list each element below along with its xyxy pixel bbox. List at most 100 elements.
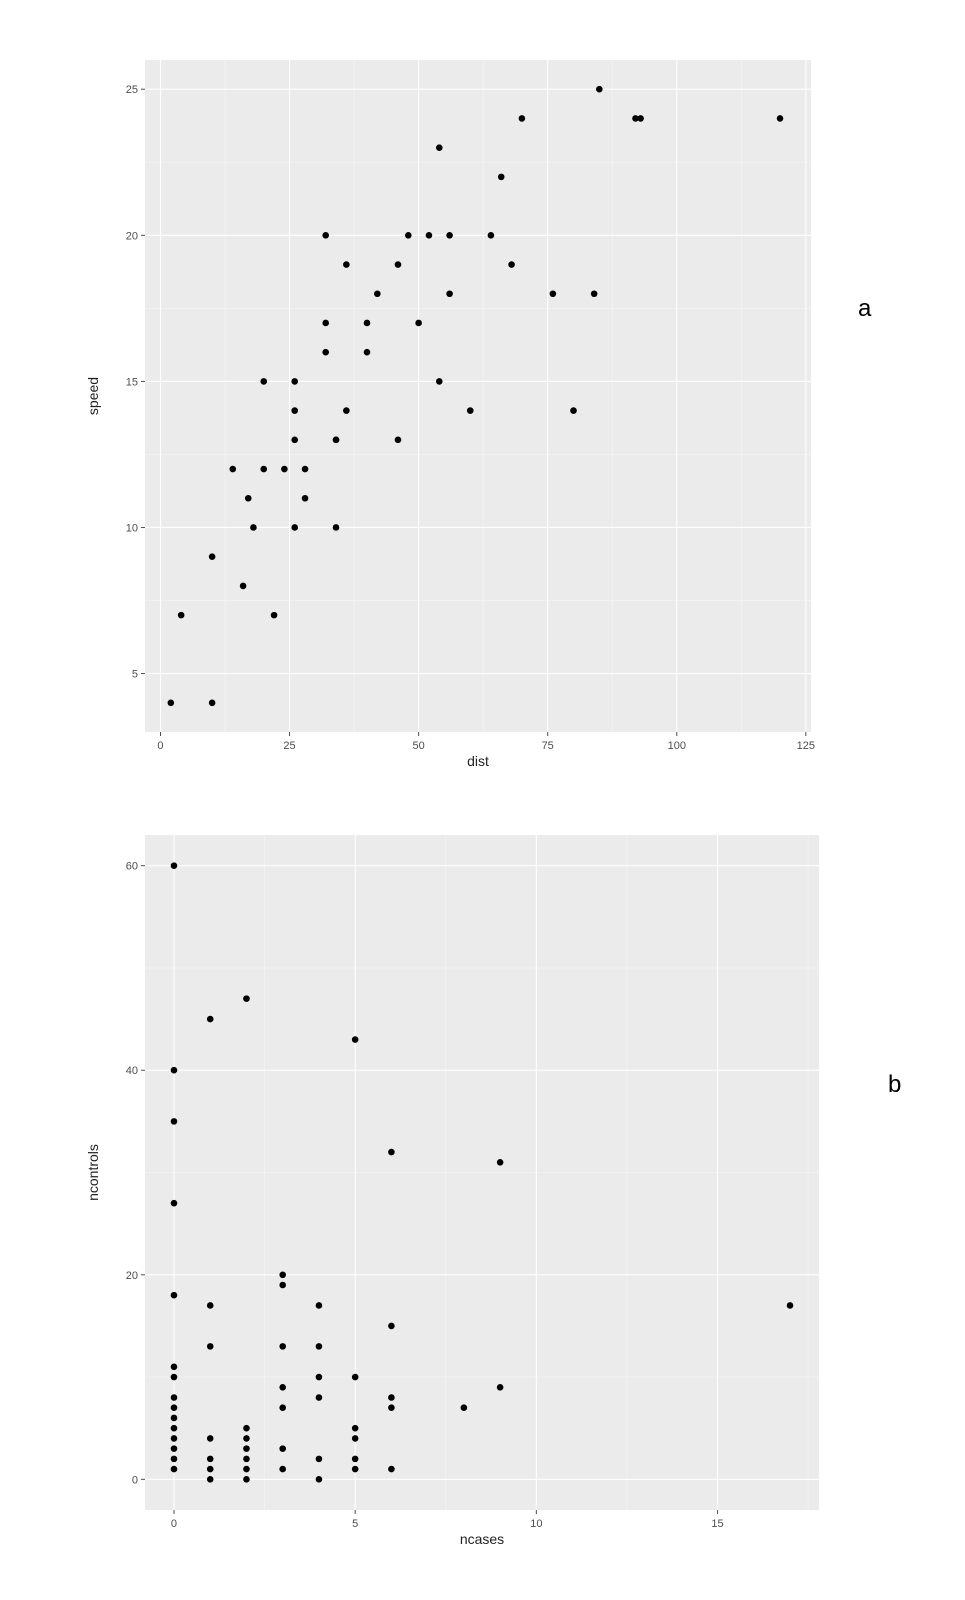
data-point xyxy=(170,1435,178,1442)
data-point xyxy=(786,1302,794,1309)
data-point xyxy=(394,436,402,444)
data-point xyxy=(315,1476,323,1483)
data-point xyxy=(388,1404,395,1412)
data-point xyxy=(351,1435,359,1442)
data-point xyxy=(394,261,402,268)
data-point xyxy=(315,1455,323,1463)
data-point xyxy=(170,1455,178,1463)
data-point xyxy=(315,1373,323,1381)
data-point xyxy=(206,1343,214,1350)
data-point xyxy=(291,524,299,531)
x-tick-label: 0 xyxy=(157,740,163,752)
data-point xyxy=(301,465,309,473)
data-point xyxy=(243,1455,250,1463)
data-point xyxy=(206,1465,214,1473)
x-axis-title: dist xyxy=(467,753,489,769)
data-point xyxy=(351,1424,359,1432)
data-point xyxy=(322,232,329,239)
data-point xyxy=(229,465,237,473)
data-point xyxy=(301,494,309,502)
data-point xyxy=(243,1424,250,1432)
data-point xyxy=(170,1066,178,1074)
data-point xyxy=(208,553,216,560)
data-point xyxy=(632,115,639,122)
data-point xyxy=(291,436,299,444)
data-point xyxy=(351,1465,359,1473)
y-tick-label: 20 xyxy=(126,230,138,242)
data-point xyxy=(279,1445,286,1452)
data-point xyxy=(496,1158,504,1166)
data-point xyxy=(170,1373,178,1381)
panel-letter-label: a xyxy=(858,295,872,322)
y-tick-label: 10 xyxy=(126,522,138,534)
data-point xyxy=(170,1118,178,1125)
x-axis-title: ncases xyxy=(460,1531,504,1547)
x-tick-label: 15 xyxy=(711,1518,723,1530)
data-point xyxy=(170,1414,178,1422)
y-tick-label: 60 xyxy=(126,861,138,873)
data-point xyxy=(206,1302,214,1309)
data-point xyxy=(167,699,175,707)
data-point xyxy=(170,1445,178,1452)
data-point xyxy=(243,1465,250,1473)
data-point xyxy=(315,1394,323,1401)
scatter-panel-b: 0 5 10 15 0 20 40 60 ncases ncontrols b xyxy=(85,835,901,1547)
data-point xyxy=(250,524,257,531)
y-tick-label: 5 xyxy=(132,669,138,681)
data-point xyxy=(243,995,250,1002)
data-point xyxy=(351,1455,359,1463)
data-point xyxy=(435,378,443,385)
data-point xyxy=(415,319,422,327)
plot-panel-background xyxy=(145,60,811,732)
x-tick-label: 125 xyxy=(797,740,815,752)
data-point xyxy=(279,1281,286,1289)
data-point xyxy=(291,378,299,385)
data-point xyxy=(206,1476,214,1483)
x-tick-label: 0 xyxy=(171,1518,177,1530)
data-point xyxy=(206,1435,214,1442)
data-point xyxy=(570,407,577,414)
data-point xyxy=(590,290,598,298)
data-point xyxy=(208,699,216,707)
data-point xyxy=(322,319,329,327)
data-point xyxy=(244,494,252,502)
y-tick-label: 20 xyxy=(126,1270,138,1282)
panel-letter-label: b xyxy=(888,1071,901,1098)
data-point xyxy=(206,1455,214,1463)
x-tick-label: 100 xyxy=(668,740,686,752)
data-point xyxy=(170,1363,178,1371)
data-point xyxy=(332,524,340,531)
data-point xyxy=(170,1465,178,1473)
data-point xyxy=(281,465,288,473)
data-point xyxy=(549,290,557,298)
data-point xyxy=(243,1445,250,1452)
data-point xyxy=(496,1383,504,1391)
data-point xyxy=(596,85,603,93)
data-point xyxy=(260,378,268,385)
data-point xyxy=(260,465,268,473)
data-point xyxy=(170,1394,178,1401)
data-point xyxy=(177,611,185,619)
data-point xyxy=(388,1322,395,1330)
data-point xyxy=(243,1476,250,1483)
data-point xyxy=(497,173,505,181)
data-point xyxy=(239,582,247,590)
data-point xyxy=(487,232,495,239)
data-point xyxy=(508,261,515,268)
y-axis-title: ncontrols xyxy=(85,1144,101,1201)
data-point xyxy=(343,407,350,414)
data-point xyxy=(170,1404,178,1412)
data-point xyxy=(388,1394,395,1401)
x-tick-label: 50 xyxy=(413,740,425,752)
data-point xyxy=(170,1291,178,1299)
data-point xyxy=(206,1015,214,1023)
data-point xyxy=(351,1036,359,1043)
x-tick-label: 5 xyxy=(352,1518,358,1530)
data-point xyxy=(363,348,371,356)
data-point xyxy=(374,290,381,298)
data-point xyxy=(388,1148,395,1156)
data-point xyxy=(460,1404,468,1412)
data-point xyxy=(405,232,412,239)
data-point xyxy=(332,436,340,444)
